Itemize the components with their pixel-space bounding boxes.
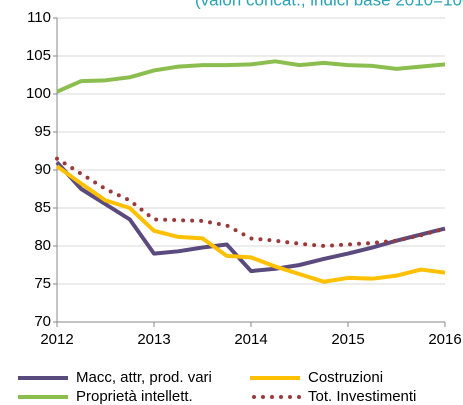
y-tick-label: 100 bbox=[26, 85, 51, 102]
y-tick-label: 90 bbox=[34, 161, 51, 178]
x-tick-label: 2015 bbox=[331, 331, 364, 348]
x-tick-label: 2016 bbox=[428, 331, 461, 348]
series-line bbox=[55, 164, 446, 284]
series-line bbox=[55, 161, 446, 274]
chart-subtitle: (valori concat., indici base 2010=100) bbox=[195, 0, 463, 9]
series-line bbox=[55, 156, 447, 248]
y-tick-label: 95 bbox=[34, 123, 51, 140]
legend-label: Tot. Investimenti bbox=[308, 388, 416, 405]
y-tick-label: 80 bbox=[34, 237, 51, 254]
y-tick-label: 105 bbox=[26, 47, 51, 64]
legend-label: Costruzioni bbox=[308, 369, 383, 386]
legend-label: Proprietà intellett. bbox=[76, 388, 193, 405]
legend-label: Macc, attr, prod. vari bbox=[76, 369, 212, 386]
x-tick-label: 2013 bbox=[137, 331, 170, 348]
y-tick-label: 70 bbox=[34, 313, 51, 330]
y-tick-label: 110 bbox=[27, 9, 51, 26]
y-tick-label: 85 bbox=[34, 199, 51, 216]
y-tick-label: 75 bbox=[34, 275, 51, 292]
x-tick-label: 2012 bbox=[40, 331, 73, 348]
x-tick-label: 2014 bbox=[234, 331, 267, 348]
series-line bbox=[56, 59, 446, 94]
